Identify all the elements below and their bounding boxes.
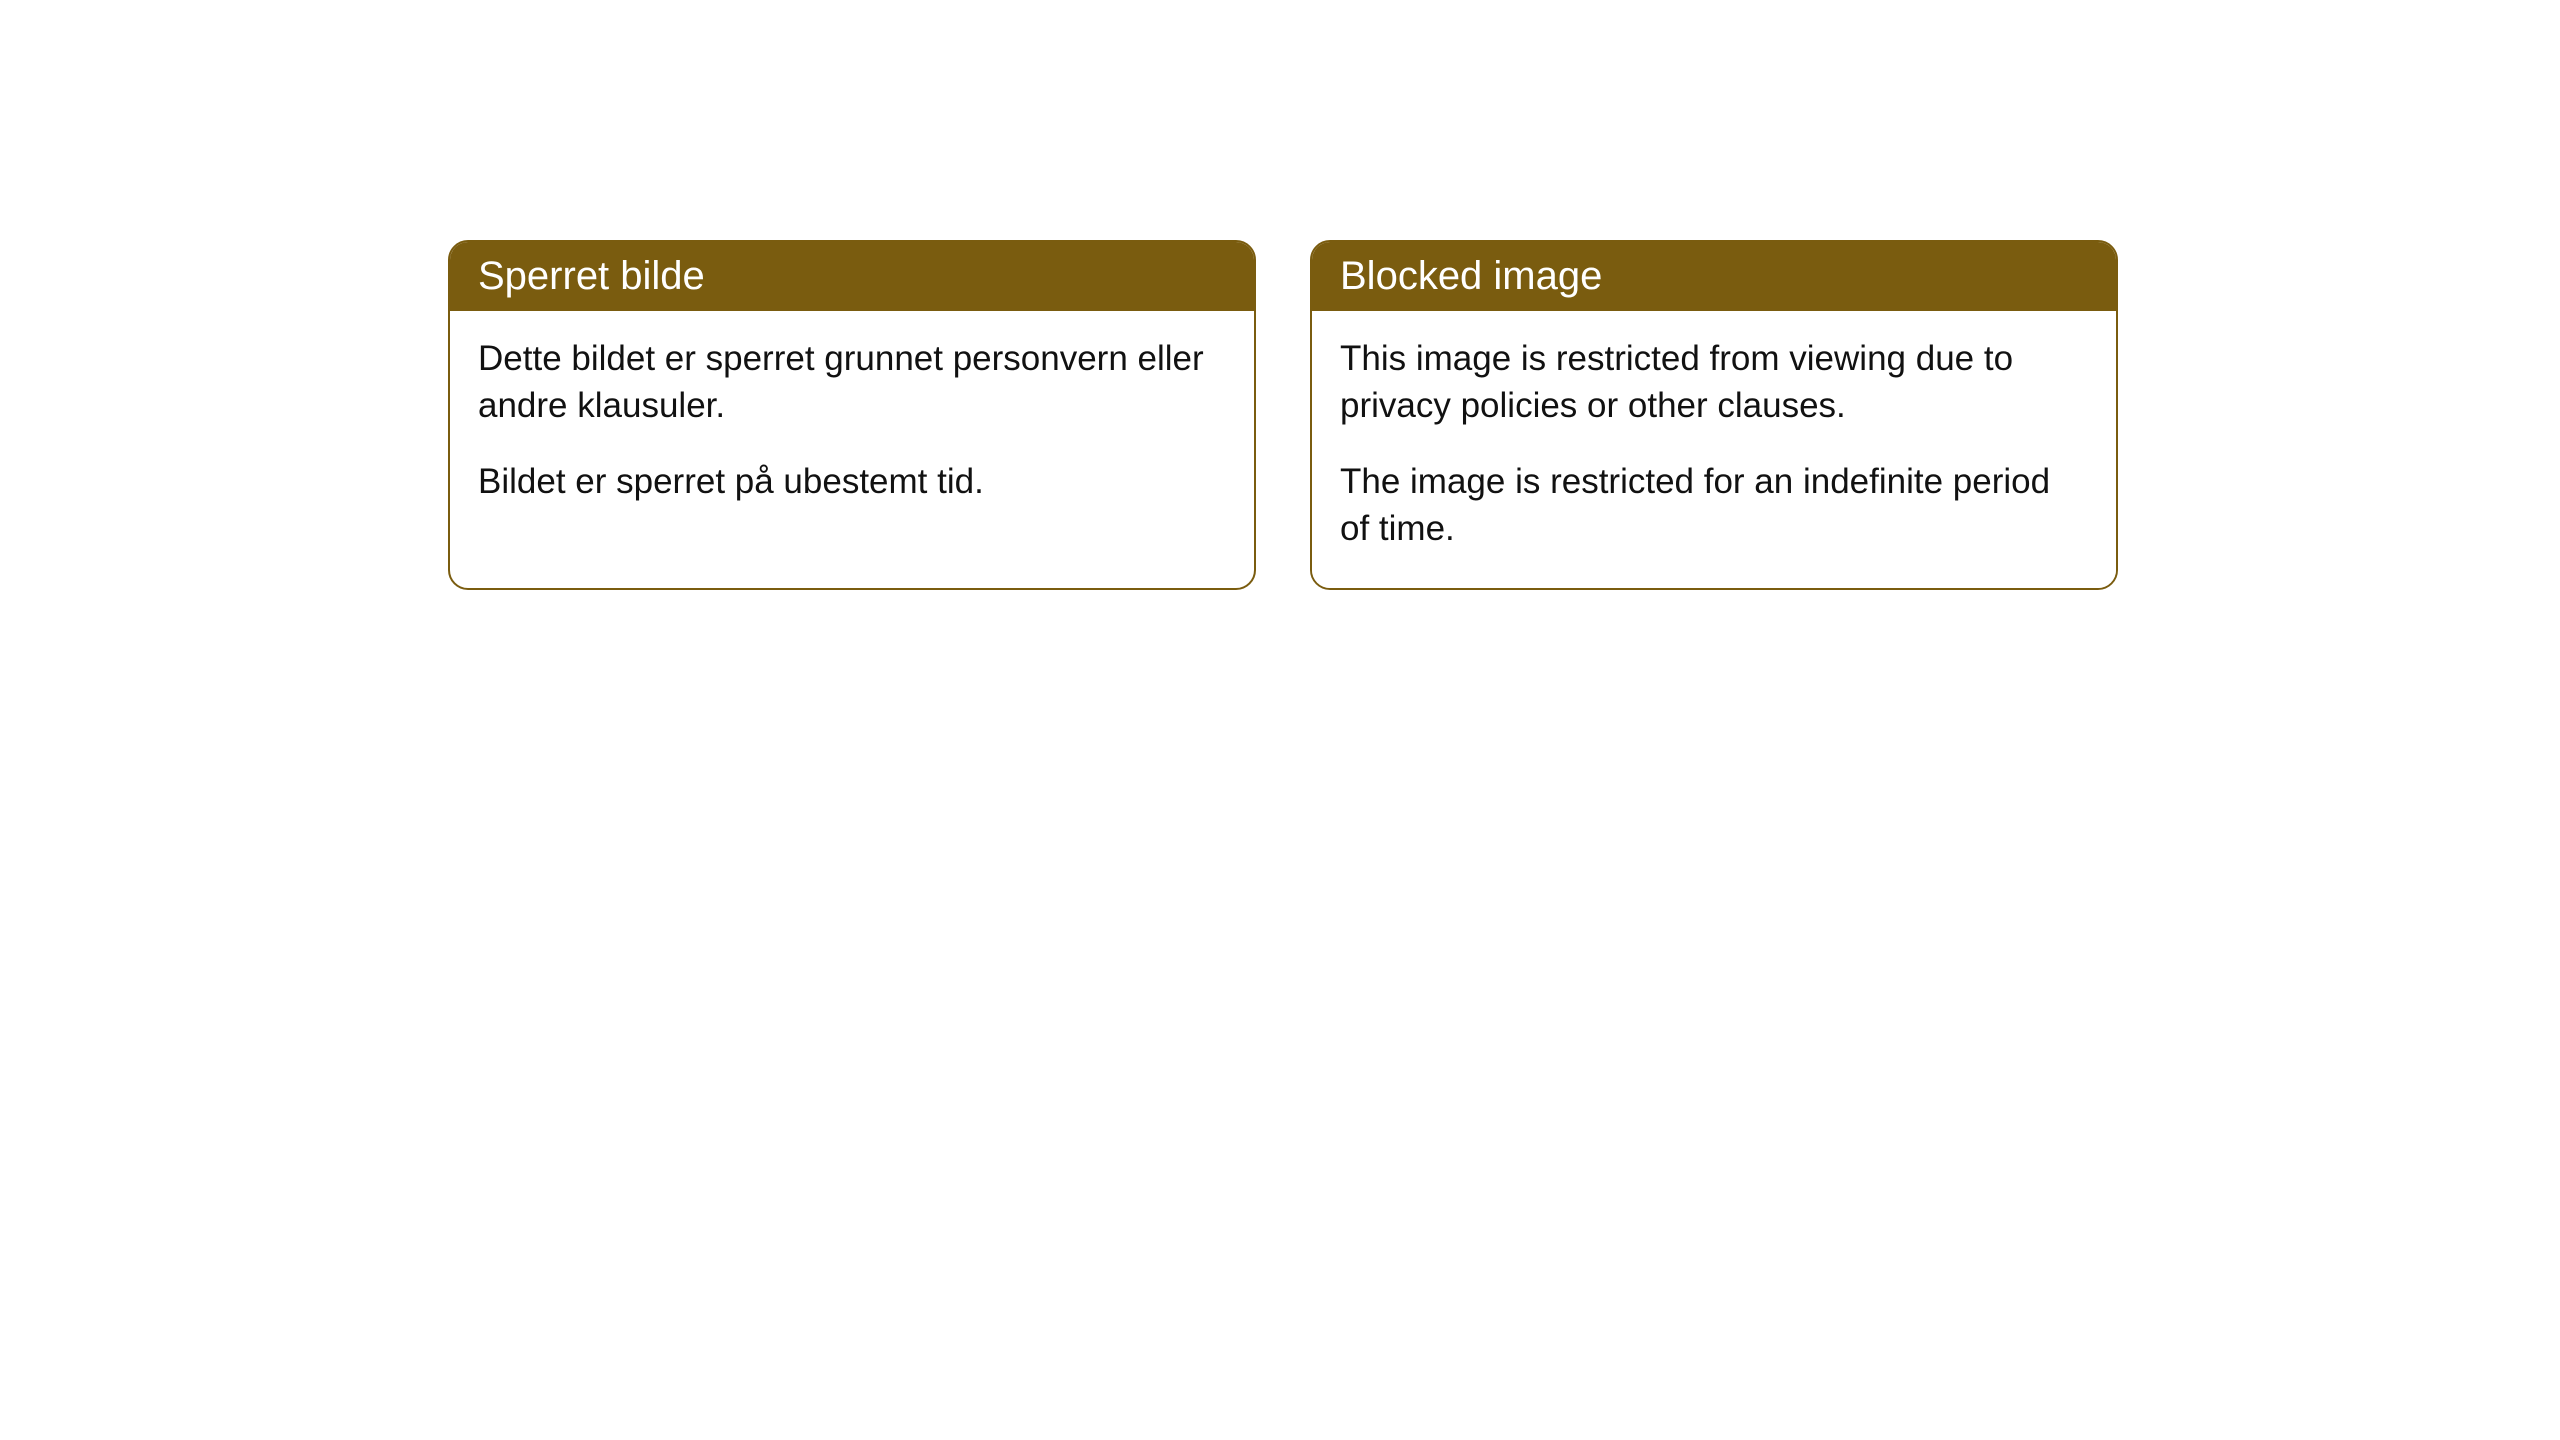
card-para2-en: The image is restricted for an indefinit… [1340,458,2088,553]
card-norwegian: Sperret bilde Dette bildet er sperret gr… [448,240,1256,590]
card-english: Blocked image This image is restricted f… [1310,240,2118,590]
cards-container: Sperret bilde Dette bildet er sperret gr… [448,240,2118,590]
card-para1-en: This image is restricted from viewing du… [1340,335,2088,430]
card-body-en: This image is restricted from viewing du… [1312,311,2116,588]
card-body-no: Dette bildet er sperret grunnet personve… [450,311,1254,541]
card-header-no: Sperret bilde [450,242,1254,311]
card-para2-no: Bildet er sperret på ubestemt tid. [478,458,1226,505]
card-title-no: Sperret bilde [478,254,705,298]
card-para1-no: Dette bildet er sperret grunnet personve… [478,335,1226,430]
card-title-en: Blocked image [1340,254,1602,298]
card-header-en: Blocked image [1312,242,2116,311]
